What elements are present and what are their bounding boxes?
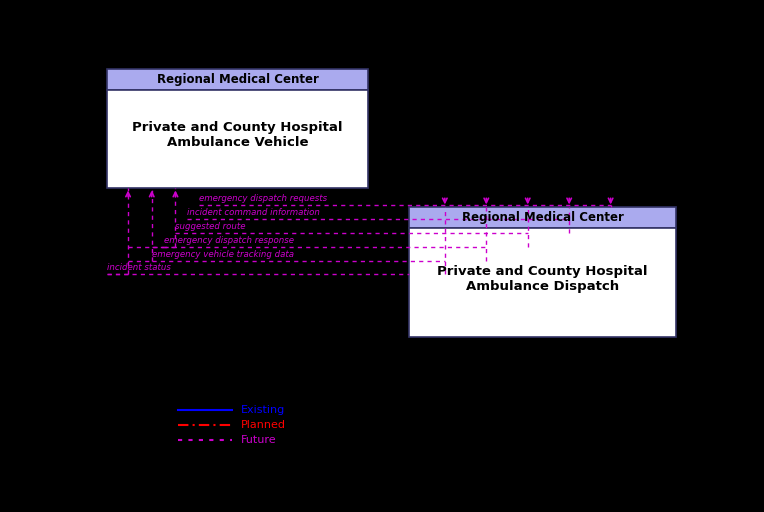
Text: Private and County Hospital
Ambulance Dispatch: Private and County Hospital Ambulance Di… bbox=[437, 265, 648, 293]
Text: Planned: Planned bbox=[241, 420, 286, 430]
Text: Private and County Hospital
Ambulance Vehicle: Private and County Hospital Ambulance Ve… bbox=[132, 121, 343, 149]
Bar bbox=[107, 69, 368, 90]
Bar bbox=[107, 90, 368, 187]
Bar bbox=[410, 228, 676, 337]
Text: emergency vehicle tracking data: emergency vehicle tracking data bbox=[152, 249, 293, 259]
Text: Existing: Existing bbox=[241, 406, 285, 415]
Text: Regional Medical Center: Regional Medical Center bbox=[157, 73, 319, 86]
Text: Regional Medical Center: Regional Medical Center bbox=[461, 211, 623, 224]
Text: incident status: incident status bbox=[107, 263, 171, 272]
Text: suggested route: suggested route bbox=[176, 222, 246, 231]
Text: Future: Future bbox=[241, 435, 277, 445]
Bar bbox=[410, 207, 676, 228]
Text: emergency dispatch requests: emergency dispatch requests bbox=[199, 195, 327, 203]
Text: incident command information: incident command information bbox=[187, 208, 320, 217]
Text: emergency dispatch response: emergency dispatch response bbox=[163, 236, 293, 245]
